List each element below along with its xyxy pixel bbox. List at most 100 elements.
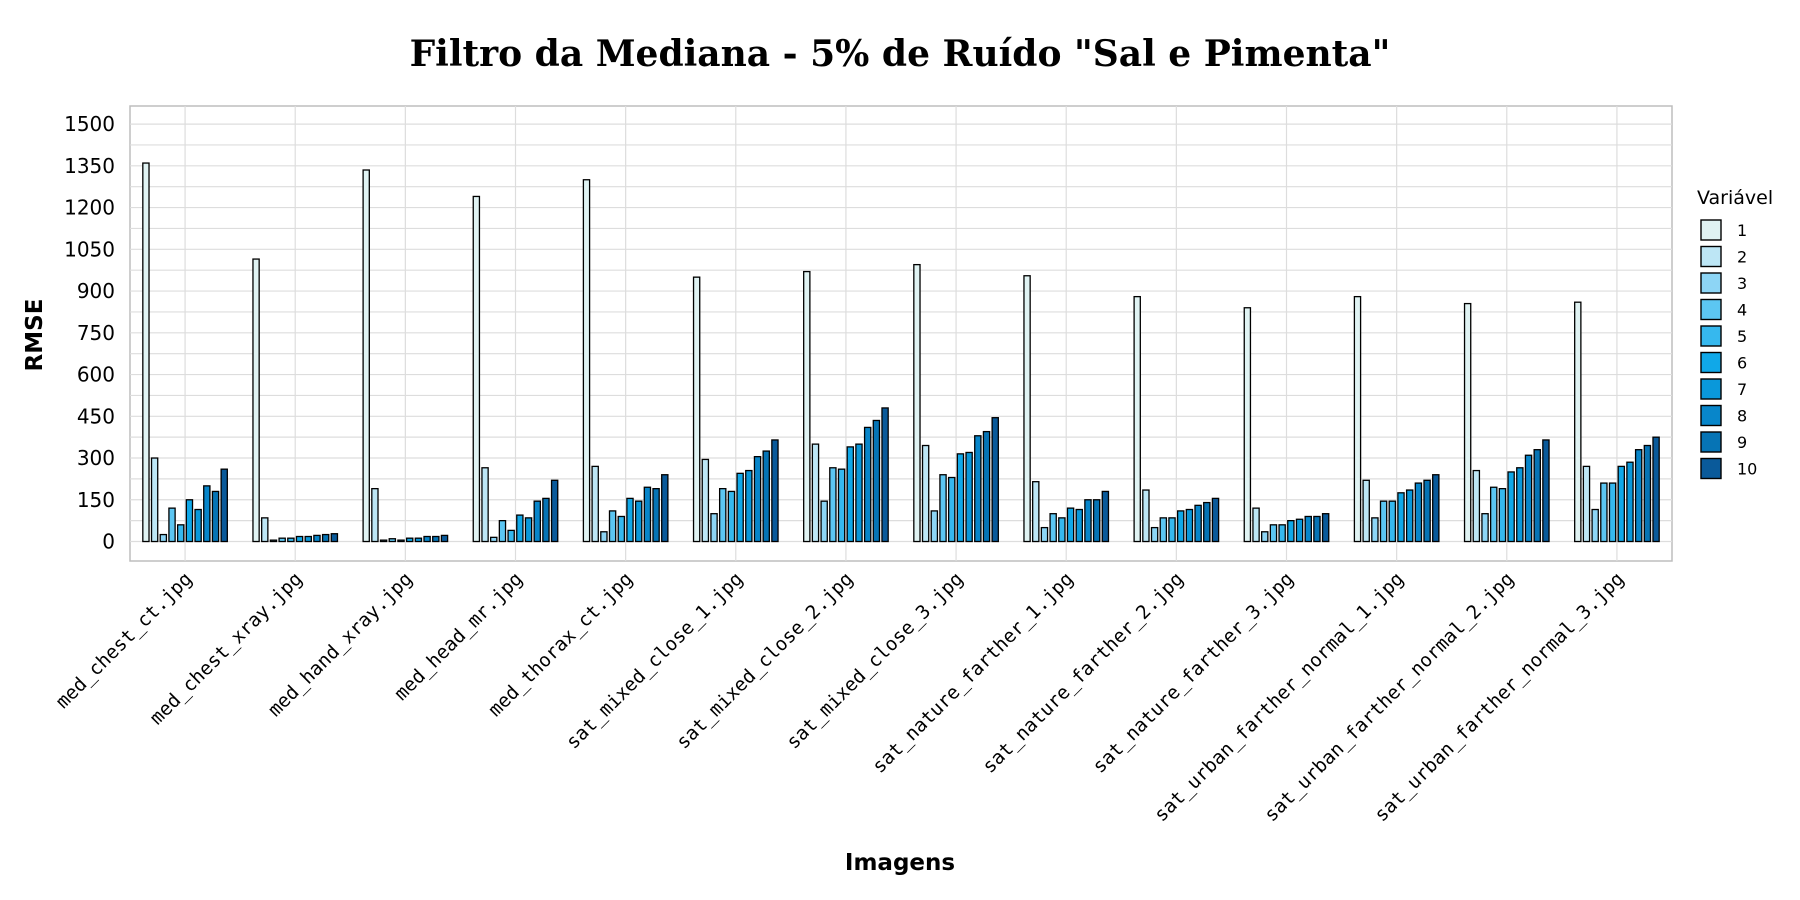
bar — [811, 443, 820, 543]
bar — [295, 535, 304, 543]
x-axis-title: Imagens — [845, 850, 955, 876]
bar — [991, 417, 999, 543]
legend-swatch — [1700, 431, 1722, 453]
bar — [498, 519, 507, 543]
bar — [1617, 465, 1626, 543]
bar — [1287, 519, 1295, 543]
bar — [397, 539, 405, 543]
bar — [913, 263, 921, 543]
bar — [185, 499, 194, 543]
bar — [1463, 302, 1472, 543]
bar — [550, 479, 559, 543]
bar — [1142, 489, 1150, 543]
bar — [1582, 465, 1591, 543]
x-tick-label: sat_nature_farther_1.jpg — [868, 568, 1078, 778]
bar — [1472, 469, 1481, 543]
bar — [1652, 436, 1660, 543]
bar — [1405, 489, 1414, 543]
bar — [330, 533, 339, 543]
bar — [1608, 482, 1617, 543]
y-tick-label: 900 — [77, 279, 115, 303]
x-tick-label: sat_nature_farther_3.jpg — [1088, 568, 1298, 778]
bar — [1150, 526, 1159, 543]
bar — [930, 510, 939, 543]
bar — [287, 537, 295, 543]
bar — [643, 486, 652, 543]
bar — [661, 474, 669, 543]
bar — [1040, 526, 1049, 543]
bar — [159, 533, 168, 543]
x-tick-label: sat_mixed_close_3.jpg — [782, 568, 967, 753]
bar — [762, 450, 770, 543]
bar — [1634, 449, 1643, 543]
bar — [846, 446, 855, 543]
bar — [414, 537, 423, 543]
bar — [1295, 518, 1304, 543]
bar — [982, 430, 991, 543]
bar — [321, 533, 330, 543]
bar — [1032, 481, 1040, 543]
bar — [1507, 471, 1515, 543]
bar — [947, 476, 956, 543]
bar — [1133, 295, 1141, 543]
bar — [1084, 499, 1092, 543]
legend-swatch — [1700, 404, 1722, 427]
bar — [432, 535, 440, 543]
plot-frame — [129, 105, 1673, 562]
bar — [974, 435, 982, 543]
bar — [881, 407, 889, 543]
x-tick-label: sat_nature_farther_2.jpg — [978, 568, 1188, 778]
bar — [692, 276, 701, 543]
bar — [1362, 479, 1370, 543]
legend-label: 7 — [1737, 380, 1747, 399]
bars — [142, 162, 1660, 543]
legend-swatch — [1700, 378, 1722, 400]
legend-label: 3 — [1737, 274, 1747, 293]
legend: Variável 1 2 3 4 5 6 7 8 9 10 — [1697, 187, 1773, 480]
bar — [1481, 513, 1489, 543]
bar — [1423, 479, 1431, 543]
bar — [524, 517, 533, 543]
x-tick-label: sat_mixed_close_2.jpg — [672, 568, 857, 753]
bar — [313, 534, 321, 543]
bar — [1168, 517, 1176, 543]
bar — [872, 419, 881, 543]
bar — [1049, 513, 1057, 543]
bar — [1185, 508, 1194, 543]
legend-label: 8 — [1737, 407, 1747, 426]
bar — [1516, 467, 1524, 543]
bar — [489, 536, 498, 543]
bar — [1414, 482, 1423, 543]
bar — [1176, 510, 1185, 543]
legend-label: 1 — [1737, 221, 1747, 240]
bar — [472, 195, 481, 543]
bar — [753, 455, 762, 543]
bar — [626, 497, 634, 543]
y-tick-label: 150 — [77, 488, 115, 512]
bar — [1643, 444, 1652, 543]
bar — [939, 474, 947, 543]
legend-label: 9 — [1737, 433, 1747, 452]
legend-label: 4 — [1737, 301, 1747, 320]
bar — [1261, 531, 1269, 543]
bar — [745, 469, 753, 543]
y-axis-title: RMSE — [22, 299, 48, 372]
bar — [388, 538, 397, 543]
y-tick-label: 750 — [77, 321, 115, 345]
bar — [220, 468, 228, 543]
bar — [278, 537, 286, 543]
x-tick-label: sat_urban_farther_normal_3.jpg — [1370, 568, 1628, 826]
legend-swatch — [1700, 219, 1722, 241]
bar — [820, 500, 828, 543]
bar — [304, 535, 313, 543]
bar — [1092, 499, 1101, 543]
y-tick-label: 0 — [102, 530, 115, 554]
bar — [516, 514, 524, 543]
legend-label: 2 — [1737, 248, 1747, 267]
y-tick-label: 300 — [77, 446, 115, 470]
bar — [1211, 497, 1220, 543]
bar — [1371, 517, 1379, 543]
bar — [176, 524, 185, 543]
gridlines — [130, 106, 1672, 561]
